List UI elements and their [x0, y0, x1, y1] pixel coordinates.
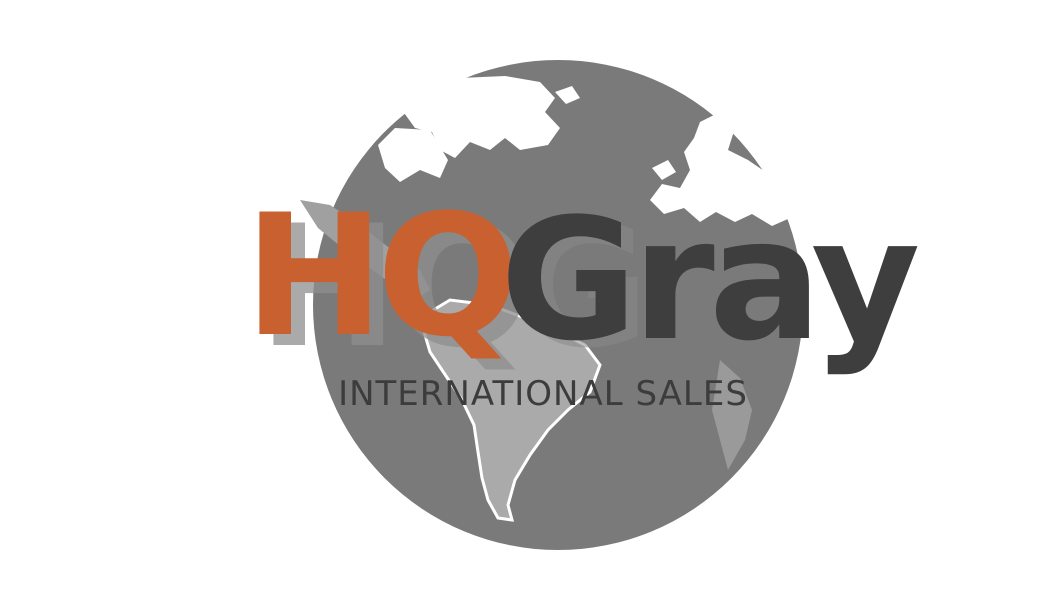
brand-primary: HQ	[244, 178, 512, 374]
brand-secondary-shadow-g: G	[512, 189, 644, 385]
land-greenland	[402, 76, 560, 158]
globe-icon	[300, 60, 803, 550]
land-central-america	[300, 200, 430, 300]
tagline: INTERNATIONAL SALES	[338, 374, 748, 414]
brand-secondary: Gray	[500, 182, 918, 378]
land-south-america	[418, 298, 602, 522]
land-africa-coast	[712, 360, 752, 470]
globe-ocean	[313, 60, 803, 550]
land-north-america	[378, 128, 448, 182]
brand-primary-shadow: HQ	[258, 189, 526, 385]
wordmark-shadow: HQ G	[258, 189, 650, 385]
land-europe-africa	[650, 112, 790, 226]
land-europe-islands	[652, 106, 756, 180]
